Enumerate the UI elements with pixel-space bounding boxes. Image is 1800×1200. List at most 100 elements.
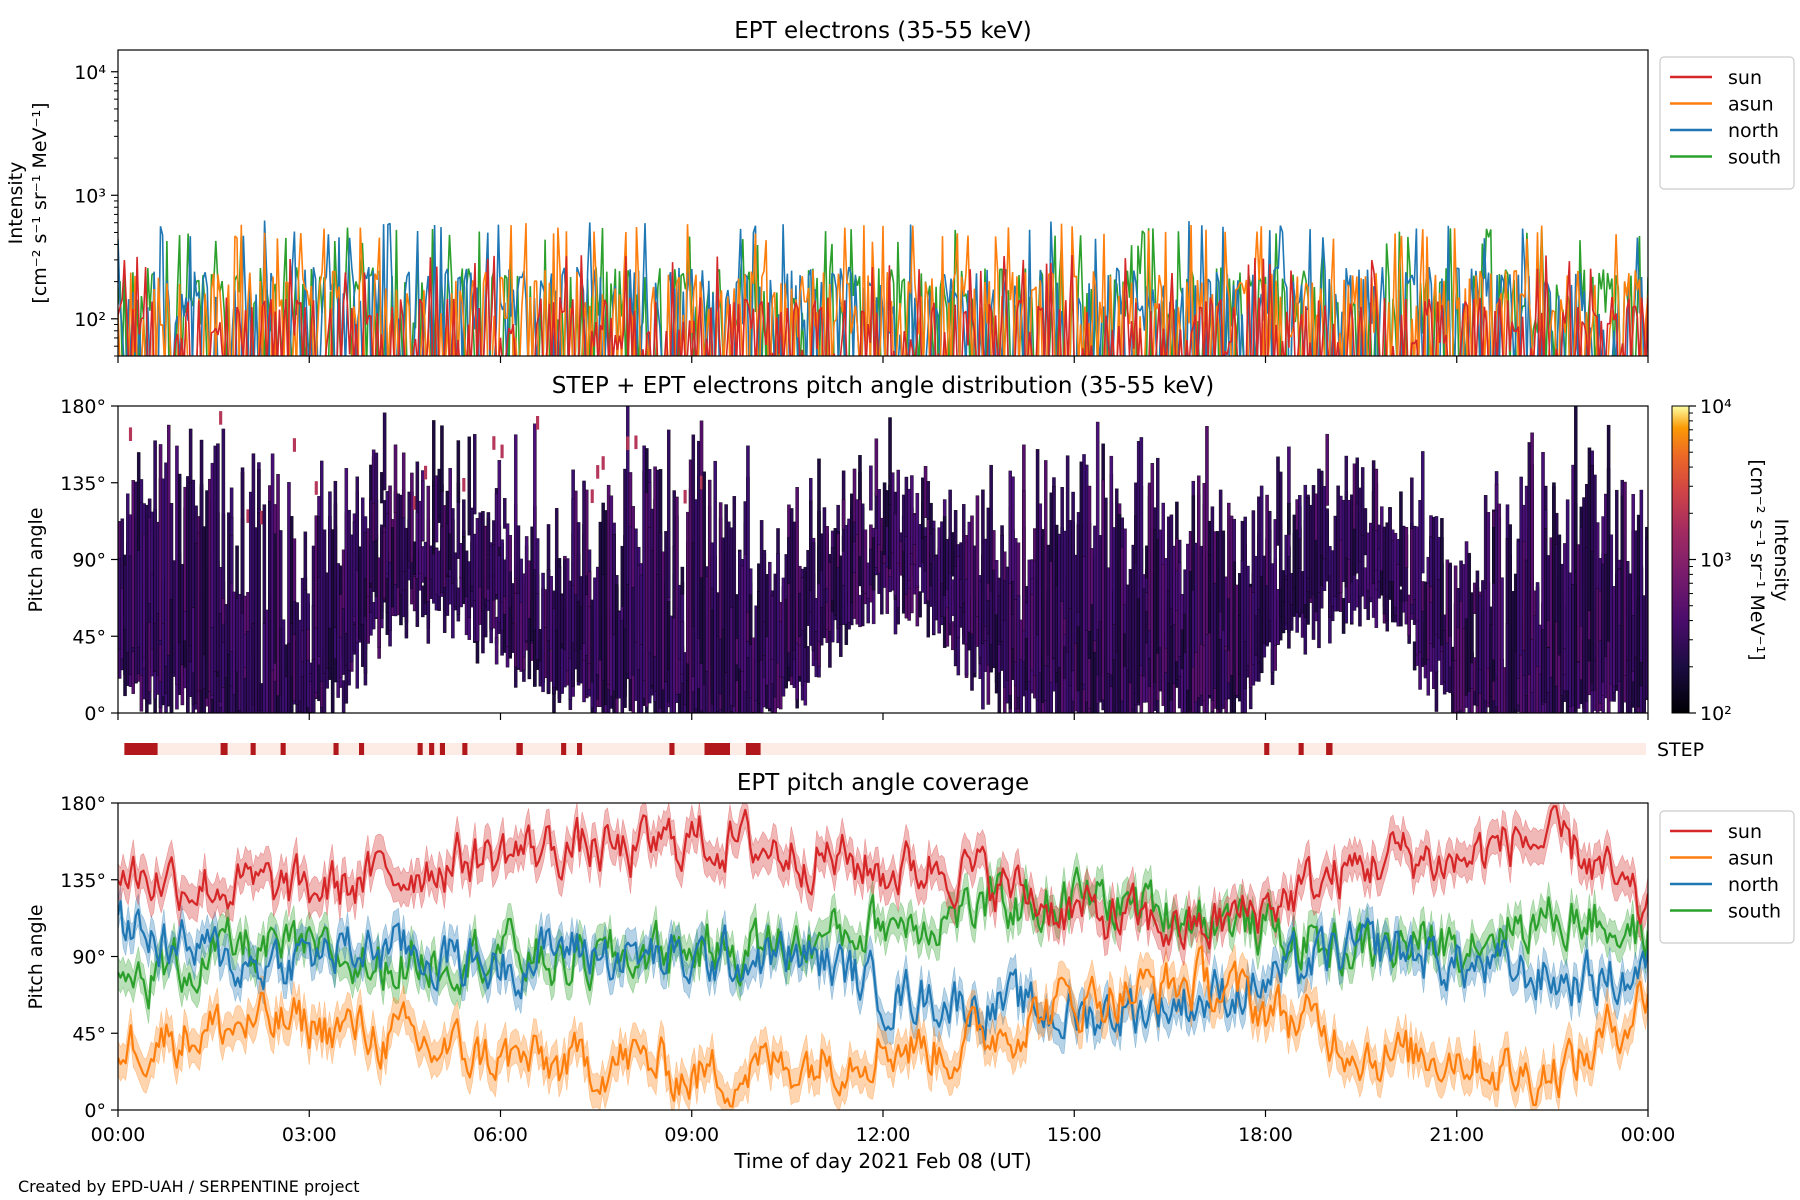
y-tick-label: 10² [74,309,106,331]
heatmap-cell [1022,490,1026,632]
step-segment [220,743,228,755]
step-strip-background [124,743,1646,755]
coverage-band-south [118,852,1648,1024]
x-tick-label: 12:00 [856,1124,911,1146]
heatmap-cell [1530,432,1534,640]
pad-panel: STEP + EPT electrons pitch angle distrib… [25,373,1792,725]
coverage-xlabel: Time of day 2021 Feb 08 (UT) [733,1149,1031,1173]
heatmap-cell [626,436,630,451]
colorbar-gradient [1671,405,1690,714]
coverage-line-north [118,900,1648,1041]
heatmap-cell [219,411,223,425]
step-segment [669,743,675,755]
heatmap-cell [1374,468,1379,533]
legend-label-sun: sun [1728,821,1762,843]
heatmap-cell [1325,433,1329,506]
colorbar-label-line2: [cm⁻² s⁻¹ sr⁻¹ MeV⁻¹] [1746,459,1768,660]
heatmap-cell [817,458,821,585]
legend-label-south: south [1728,147,1781,169]
y-tick-label: 10⁴ [74,62,106,84]
heatmap-cell [292,438,296,452]
heatmap-cell [306,629,310,661]
step-segment [417,743,423,755]
heatmap-cell [874,438,879,497]
intensity-x-ticks [117,356,1649,363]
heatmap-cell [1360,467,1365,536]
colorbar-ticks: 10² 10³ 10⁴ [1689,396,1732,725]
heatmap-cell [1448,565,1452,637]
footer-credit: Created by EPD-UAH / SERPENTINE project [18,1177,360,1196]
heatmap-cell [1639,489,1644,663]
heatmap-cell [494,637,499,665]
legend-label-asun: asun [1728,848,1774,870]
heatmap-cell [462,499,466,537]
heatmap-cell [1278,471,1283,591]
heatmap-cell [448,468,452,535]
heatmap-cell [424,465,428,480]
colorbar-tick-label: 10⁴ [1700,396,1732,418]
heatmap-cell [590,489,594,503]
x-tick-label: 09:00 [664,1124,719,1146]
heatmap-cell [989,464,993,592]
step-segment [516,743,523,755]
heatmap-cell [1095,421,1100,630]
heatmap-cell [601,456,605,470]
heatmap-cell [869,465,873,511]
step-segment [1326,743,1333,755]
heatmap-cell [246,509,250,523]
step-segments [124,743,1333,755]
intensity-legend: sun asun north south [1659,56,1795,190]
y-tick-label: 45° [72,1023,106,1045]
heatmap-cell [888,417,892,505]
heatmap-cell [841,499,846,530]
heatmap-cell [451,508,455,585]
y-tick-label: 0° [84,703,106,725]
x-tick-label: 18:00 [1238,1124,1293,1146]
x-tick-label: 15:00 [1047,1124,1102,1146]
y-tick-label: 135° [60,870,106,892]
y-tick-label: 180° [60,793,106,815]
heatmap-cell [1470,592,1474,664]
heatmap-cell [533,423,537,570]
heatmap-cell [1344,455,1349,498]
y-tick-label: 90° [72,550,106,572]
intensity-y-ticks: 10² 10³ 10⁴ [74,62,118,357]
heatmap-cell [426,485,431,602]
step-segment [704,743,730,755]
y-tick-label: 135° [60,473,106,495]
coverage-ylabel: Pitch angle [25,904,47,1009]
pad-colorbar: 10² 10³ 10⁴ Intensity [cm⁻² s⁻¹ sr⁻¹ MeV⁻¹… [1671,396,1792,725]
step-segment [280,743,286,755]
heatmap-cell [503,498,507,529]
coverage-line-sun [118,805,1648,950]
legend-label-north: north [1728,874,1779,896]
heatmap-cell [456,440,461,503]
step-segment [250,743,256,755]
heatmap-cell [1363,508,1368,556]
coverage-legend: sun asun north south [1659,810,1795,944]
heatmap-cell [497,460,502,548]
heatmap-cell [1273,519,1278,647]
heatmap-cell [1606,424,1611,642]
coverage-panel: EPT pitch angle coverage 0° 45° 90° 135° 180… [25,770,1795,1173]
colorbar-tick-label: 10³ [1700,550,1732,572]
x-tick-label: 03:00 [282,1124,337,1146]
y-tick-label: 45° [72,626,106,648]
coverage-band-asun [118,928,1648,1110]
heatmap-cell [1440,518,1444,646]
heatmap-cell [453,552,458,608]
heatmap-cell [634,435,638,450]
heatmap-cell [836,533,840,568]
intensity-line-asun [118,223,1648,356]
step-segment [439,743,445,755]
heatmap-cell [918,591,922,618]
heatmap-cell [404,527,409,639]
heatmap-cell [1287,446,1291,557]
step-segment [1264,743,1270,755]
heatmap-cell [596,465,600,479]
intensity-panel-title: EPT electrons (35-55 keV) [734,18,1031,44]
heatmap-cell [748,594,753,645]
heatmap-cell [535,593,540,660]
heatmap-cell [257,512,261,711]
y-tick-label: 90° [72,947,106,969]
